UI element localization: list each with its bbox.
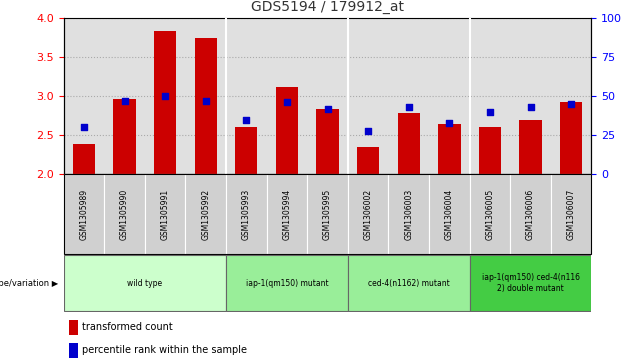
Bar: [357, 147, 379, 174]
Bar: [64, 255, 226, 311]
Bar: [235, 127, 258, 174]
Point: [120, 98, 130, 104]
Title: GDS5194 / 179912_at: GDS5194 / 179912_at: [251, 0, 404, 15]
Text: GSM1306003: GSM1306003: [404, 188, 413, 240]
Text: wild type: wild type: [127, 279, 162, 287]
Point: [404, 104, 414, 110]
Point: [445, 120, 455, 126]
Bar: [113, 98, 135, 174]
Bar: [398, 113, 420, 174]
Bar: [226, 255, 348, 311]
Point: [160, 93, 170, 99]
Bar: [438, 124, 460, 174]
Bar: [389, 174, 429, 254]
Point: [485, 109, 495, 115]
Text: GSM1306006: GSM1306006: [526, 188, 535, 240]
Text: GSM1305993: GSM1305993: [242, 188, 251, 240]
Point: [200, 98, 211, 104]
Bar: [551, 174, 591, 254]
Bar: [560, 102, 583, 174]
Point: [282, 99, 292, 105]
Bar: [469, 255, 591, 311]
Point: [79, 125, 89, 130]
Bar: [226, 174, 266, 254]
Bar: [64, 174, 104, 254]
Bar: [69, 343, 78, 358]
Bar: [186, 174, 226, 254]
Text: GSM1306002: GSM1306002: [364, 189, 373, 240]
Text: GSM1305992: GSM1305992: [201, 189, 211, 240]
Bar: [348, 174, 389, 254]
Bar: [348, 255, 469, 311]
Text: GSM1305991: GSM1305991: [161, 189, 170, 240]
Point: [241, 117, 251, 123]
Bar: [154, 32, 176, 174]
Bar: [69, 320, 78, 335]
Text: GSM1306005: GSM1306005: [485, 188, 494, 240]
Bar: [195, 38, 217, 174]
Text: percentile rank within the sample: percentile rank within the sample: [82, 345, 247, 355]
Bar: [479, 127, 501, 174]
Bar: [469, 174, 510, 254]
Bar: [429, 174, 469, 254]
Point: [322, 106, 333, 111]
Text: GSM1305995: GSM1305995: [323, 188, 332, 240]
Text: iap-1(qm150) ced-4(n116
2) double mutant: iap-1(qm150) ced-4(n116 2) double mutant: [481, 273, 579, 293]
Point: [363, 128, 373, 134]
Bar: [104, 174, 145, 254]
Text: GSM1305994: GSM1305994: [282, 188, 291, 240]
Text: GSM1305989: GSM1305989: [80, 189, 88, 240]
Bar: [73, 144, 95, 174]
Bar: [520, 120, 542, 174]
Text: genotype/variation ▶: genotype/variation ▶: [0, 279, 59, 287]
Text: GSM1306004: GSM1306004: [445, 188, 454, 240]
Point: [566, 101, 576, 107]
Bar: [316, 110, 339, 174]
Bar: [276, 87, 298, 174]
Bar: [307, 174, 348, 254]
Point: [525, 104, 536, 110]
Bar: [266, 174, 307, 254]
Text: iap-1(qm150) mutant: iap-1(qm150) mutant: [245, 279, 328, 287]
Text: ced-4(n1162) mutant: ced-4(n1162) mutant: [368, 279, 450, 287]
Text: transformed count: transformed count: [82, 322, 173, 333]
Text: GSM1305990: GSM1305990: [120, 188, 129, 240]
Bar: [510, 174, 551, 254]
Bar: [145, 174, 186, 254]
Text: GSM1306007: GSM1306007: [567, 188, 576, 240]
